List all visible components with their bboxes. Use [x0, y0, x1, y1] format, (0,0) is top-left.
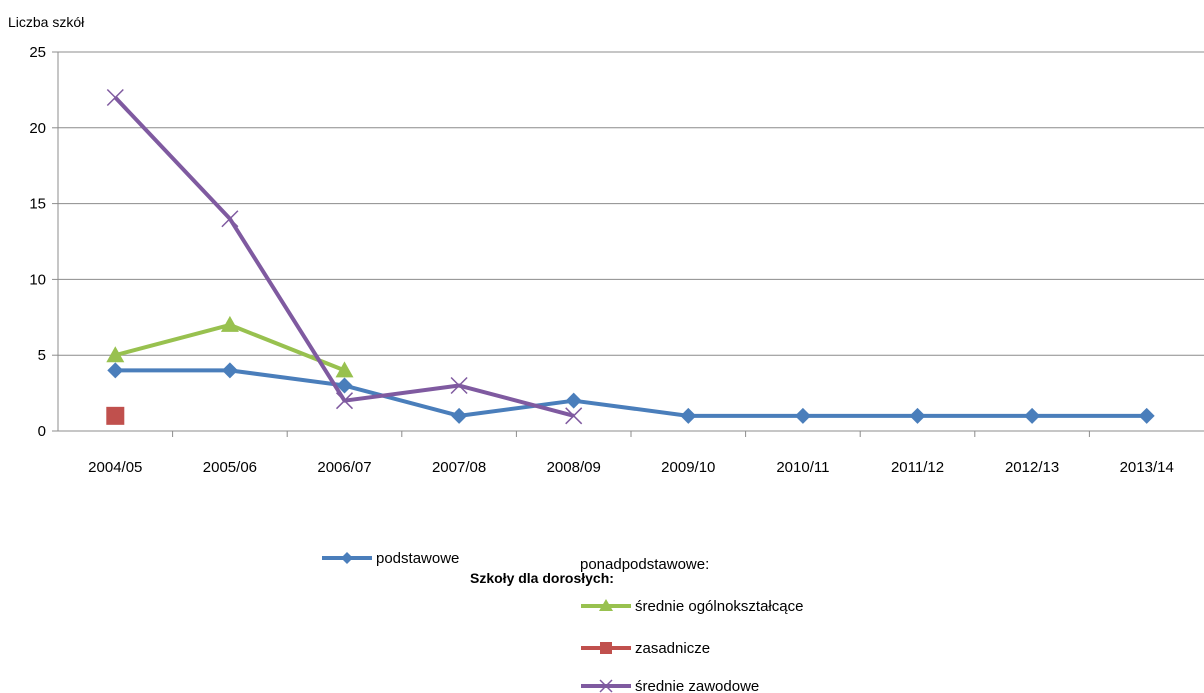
marker-x — [450, 376, 468, 395]
marker-triangle — [599, 599, 613, 611]
y-tick-label: 20 — [29, 120, 46, 137]
legend-label: zasadnicze — [635, 640, 710, 657]
legend-title: Szkoły dla dorosłych: — [470, 570, 614, 586]
marker-diamond — [221, 362, 238, 379]
marker-diamond — [1024, 407, 1041, 424]
x-tick-label: 2011/12 — [891, 459, 944, 476]
marker-square — [600, 642, 612, 654]
x-tick-label: 2008/09 — [547, 459, 601, 476]
y-tick-label: 5 — [38, 347, 46, 364]
marker-diamond — [341, 552, 353, 564]
x-tick-label: 2009/10 — [661, 459, 715, 476]
x-tick-label: 2006/07 — [317, 459, 371, 476]
series-diamond — [107, 362, 1155, 424]
x-tick-label: 2005/06 — [203, 459, 257, 476]
x-tick-labels: 2004/05 2005/06 2006/07 2007/08 2008/09 2009/… — [88, 459, 1174, 476]
marker-x-stroke — [565, 407, 583, 425]
marker-square — [106, 406, 125, 425]
legend-item: zasadnicze — [581, 640, 710, 657]
y-tick-label: 0 — [38, 423, 46, 440]
series-layer — [106, 88, 1155, 425]
marker-triangle — [335, 361, 354, 378]
legend: Szkoły dla dorosłych: ponadpodstawowe: p… — [322, 550, 803, 693]
x-tick-label: 2013/14 — [1120, 459, 1174, 476]
marker-x — [565, 407, 583, 425]
legend-item: podstawowe — [322, 550, 459, 567]
marker-diamond — [451, 407, 468, 424]
y-tick-label: 15 — [29, 196, 46, 213]
marker-x — [335, 392, 354, 410]
x-tick-label: 2007/08 — [432, 459, 486, 476]
gridlines — [58, 51, 1204, 356]
marker-x-stroke — [106, 88, 124, 107]
marker-diamond — [1138, 407, 1155, 424]
y-tick-label: 25 — [29, 44, 46, 61]
x-tick-label: 2012/13 — [1005, 459, 1059, 476]
legend-label: średnie zawodowe — [635, 678, 759, 693]
marker-triangle — [106, 346, 125, 363]
marker-x — [599, 679, 613, 693]
marker-triangle — [220, 315, 239, 332]
marker-x-stroke — [221, 210, 239, 228]
legend-item: średnie ogólnokształcące — [581, 598, 803, 615]
axes — [52, 51, 1204, 437]
series-triangle — [106, 315, 354, 378]
series-x — [106, 88, 583, 425]
x-tick-label: 2010/11 — [776, 459, 829, 476]
series-line — [115, 368, 1147, 418]
y-tick-labels: 0 5 10 15 20 25 — [29, 44, 46, 440]
marker-diamond — [565, 392, 582, 409]
y-tick-label: 10 — [29, 271, 46, 288]
marker-diamond — [107, 362, 124, 379]
y-axis-label: Liczba szkół — [8, 14, 85, 30]
legend-subheading: ponadpodstawowe: — [580, 556, 709, 573]
legend-item: średnie zawodowe — [581, 678, 759, 693]
marker-diamond — [909, 407, 926, 424]
legend-label: średnie ogólnokształcące — [635, 598, 803, 615]
marker-x-stroke — [450, 376, 468, 395]
marker-diamond — [680, 407, 697, 424]
marker-x-stroke — [599, 679, 613, 693]
x-tick-label: 2004/05 — [88, 459, 142, 476]
marker-x-stroke — [335, 392, 354, 410]
legend-label: podstawowe — [376, 550, 459, 567]
marker-x — [106, 88, 124, 107]
marker-diamond — [336, 377, 353, 394]
marker-diamond — [794, 407, 811, 424]
series-square — [106, 406, 125, 425]
marker-x — [221, 210, 239, 228]
